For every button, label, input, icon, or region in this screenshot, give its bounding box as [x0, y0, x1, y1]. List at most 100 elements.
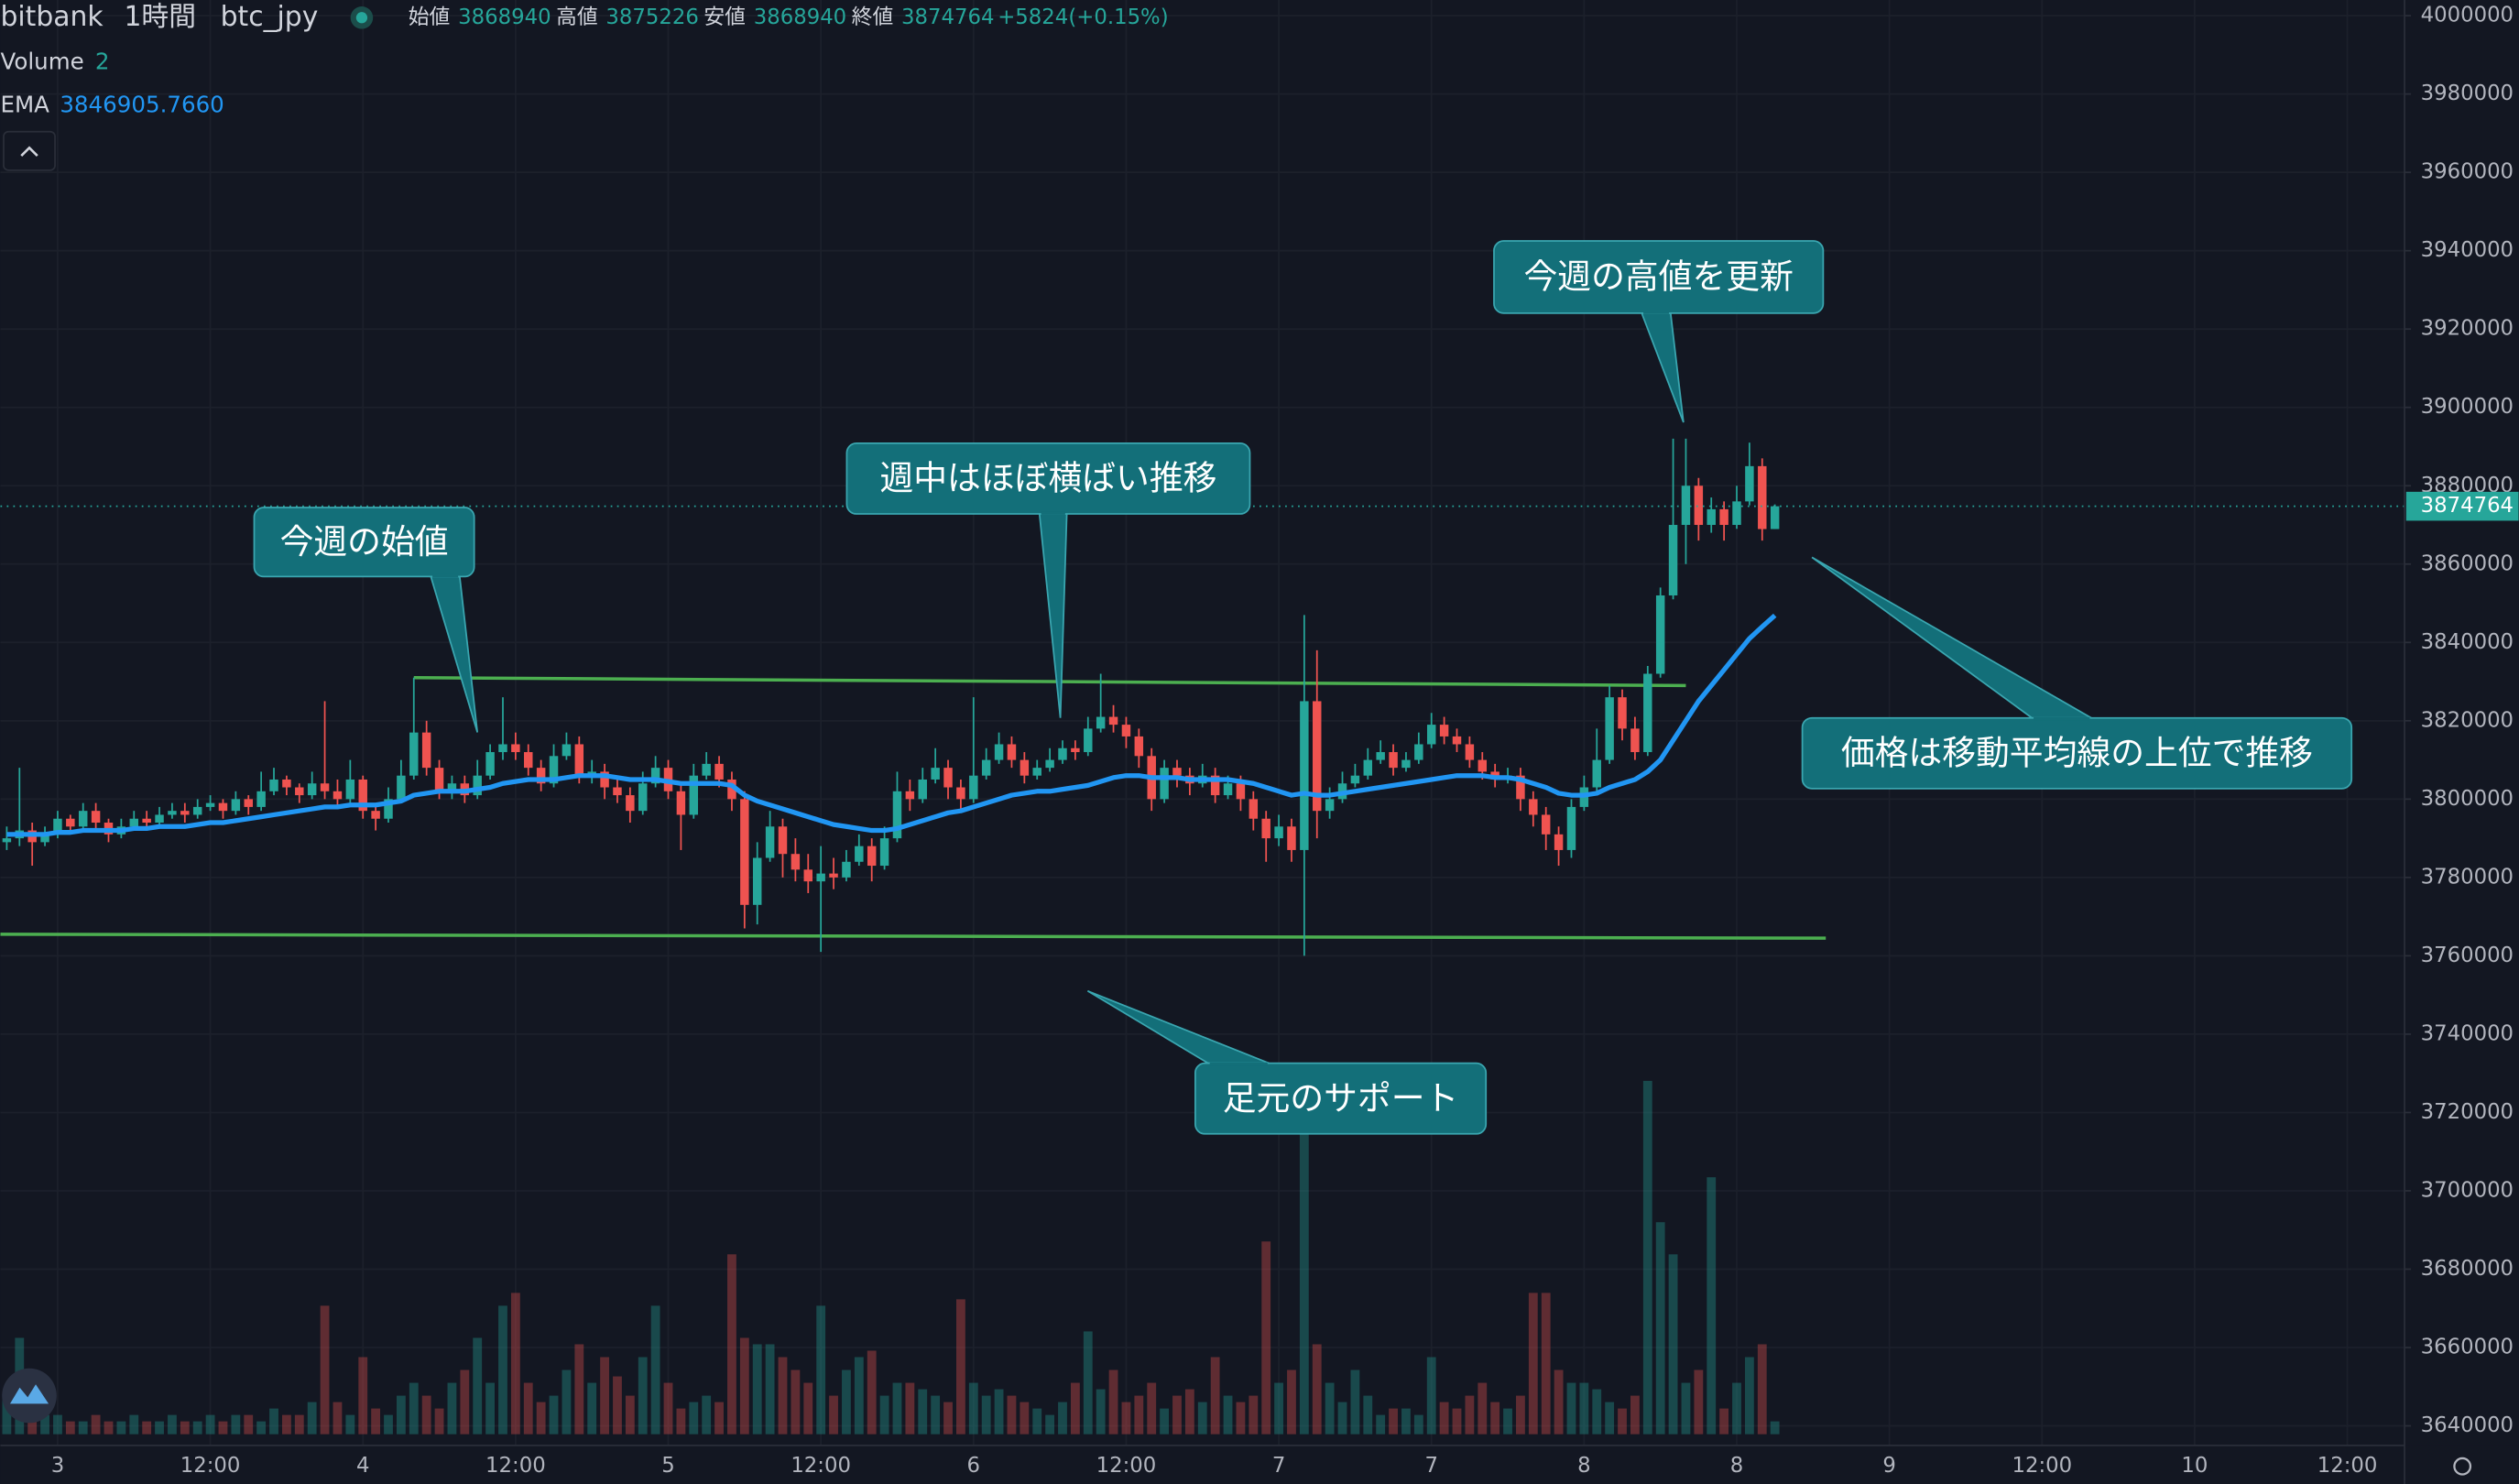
y-tick-label: 3660000 — [2421, 1336, 2514, 1359]
x-tick-label: 7 — [1272, 1454, 1286, 1478]
collapse-icon — [20, 146, 38, 157]
ema-legend-value: 3846905.7660 — [60, 92, 224, 118]
candle-body — [91, 811, 101, 824]
callout-seam — [1041, 511, 1065, 515]
volume-bar — [829, 1395, 838, 1435]
volume-bar — [1618, 1408, 1627, 1435]
x-tick-label: 8 — [1577, 1454, 1591, 1478]
candle-body — [600, 771, 609, 788]
volume-bar — [714, 1402, 724, 1435]
volume-bar — [498, 1305, 507, 1435]
current-price-badge — [2405, 491, 2519, 521]
volume-bar — [65, 1421, 75, 1435]
candle-body — [1516, 775, 1525, 800]
candle-body — [1084, 728, 1093, 753]
y-tick-label: 3860000 — [2421, 551, 2514, 575]
candle-body — [1287, 826, 1296, 850]
candle-body — [829, 873, 838, 878]
x-tick-label: 12:00 — [1096, 1454, 1157, 1478]
ema-line — [6, 613, 1777, 837]
candle-body — [1032, 768, 1041, 776]
volume-bar — [53, 1414, 62, 1435]
volume-bar — [1478, 1382, 1488, 1435]
volume-bar — [142, 1421, 152, 1435]
volume-bar — [129, 1414, 139, 1435]
volume-bar — [587, 1382, 597, 1435]
x-tick-label: 12:00 — [2012, 1454, 2072, 1478]
volume-bar — [1503, 1408, 1512, 1435]
candle-body — [549, 756, 559, 784]
volume-bar — [358, 1357, 368, 1435]
volume-bar — [1694, 1369, 1704, 1435]
low-label: 安値 — [703, 5, 746, 29]
volume-bar — [1707, 1177, 1717, 1435]
status-dot — [355, 12, 368, 24]
volume-bar — [409, 1382, 419, 1435]
volume-bar — [1465, 1395, 1475, 1435]
volume-bar — [1655, 1222, 1665, 1435]
volume-bar — [320, 1305, 330, 1435]
collapse-button[interactable] — [3, 130, 56, 171]
annotation-layer: 今週の始値 週中はほぼ横ばい推移 今週の高値を更新価格は移動平均線の上位で推移足元の… — [253, 240, 2353, 1135]
candle-body — [218, 802, 228, 812]
candle-body — [1707, 508, 1716, 526]
candle-body — [142, 818, 151, 824]
x-tick-label: 4 — [356, 1454, 370, 1478]
volume-bar — [421, 1395, 431, 1435]
volume-bar — [40, 1414, 49, 1435]
candle-body — [879, 838, 889, 867]
candle-body — [956, 787, 965, 800]
candle-body — [1401, 759, 1411, 769]
logo — [2, 1368, 57, 1424]
volume-bar — [1121, 1402, 1131, 1435]
high-label: 高値 — [556, 5, 598, 29]
candle-body — [1236, 783, 1246, 800]
candle-body — [1745, 465, 1754, 502]
candle-body — [1134, 736, 1144, 757]
candle-body — [1478, 759, 1488, 772]
y-tick-label: 3700000 — [2421, 1178, 2514, 1202]
volume-bar — [396, 1395, 406, 1435]
candle-body — [638, 783, 648, 812]
x-tick-label: 10 — [2181, 1454, 2208, 1478]
volume-bar — [791, 1369, 801, 1435]
y-tick-label: 3720000 — [2421, 1100, 2514, 1124]
x-tick-label: 7 — [1424, 1454, 1438, 1478]
change-percent: (+0.15%) — [1068, 5, 1168, 29]
candle-body — [485, 752, 495, 776]
candle-body — [650, 768, 660, 784]
settings-icon[interactable] — [2453, 1457, 2472, 1476]
candle-body — [282, 779, 291, 788]
volume-bar — [842, 1369, 851, 1435]
candle-body — [1108, 716, 1118, 726]
callout-text: 週中はほぼ横ばい推移 — [879, 459, 1216, 498]
y-tick-label: 3760000 — [2421, 944, 2514, 967]
volume-bar — [1287, 1369, 1296, 1435]
candle-body — [1770, 506, 1780, 529]
callout-box — [1194, 1062, 1488, 1135]
candle-body — [1045, 759, 1054, 769]
volume-bar — [1439, 1402, 1449, 1435]
candle-body — [1529, 799, 1538, 815]
exchange: bitbank — [0, 1, 104, 33]
candle-body — [803, 869, 813, 882]
volume-bar — [1642, 1080, 1652, 1435]
candle-body — [714, 763, 724, 780]
volume-bar — [625, 1395, 635, 1435]
candle-body — [855, 846, 864, 862]
candle-body — [244, 799, 253, 807]
candle-body — [1566, 806, 1576, 850]
candle-body — [320, 783, 330, 791]
y-tick-label: 3640000 — [2421, 1413, 2514, 1437]
volume-bar — [1197, 1402, 1207, 1435]
volume-bar — [1147, 1382, 1157, 1435]
volume-bar — [943, 1402, 953, 1435]
candle-body — [1058, 747, 1067, 760]
volume-bar — [523, 1382, 533, 1435]
candle-body — [409, 732, 419, 776]
volume-bar — [600, 1357, 609, 1435]
volume-bar — [1223, 1395, 1233, 1435]
candle-body — [574, 744, 584, 776]
